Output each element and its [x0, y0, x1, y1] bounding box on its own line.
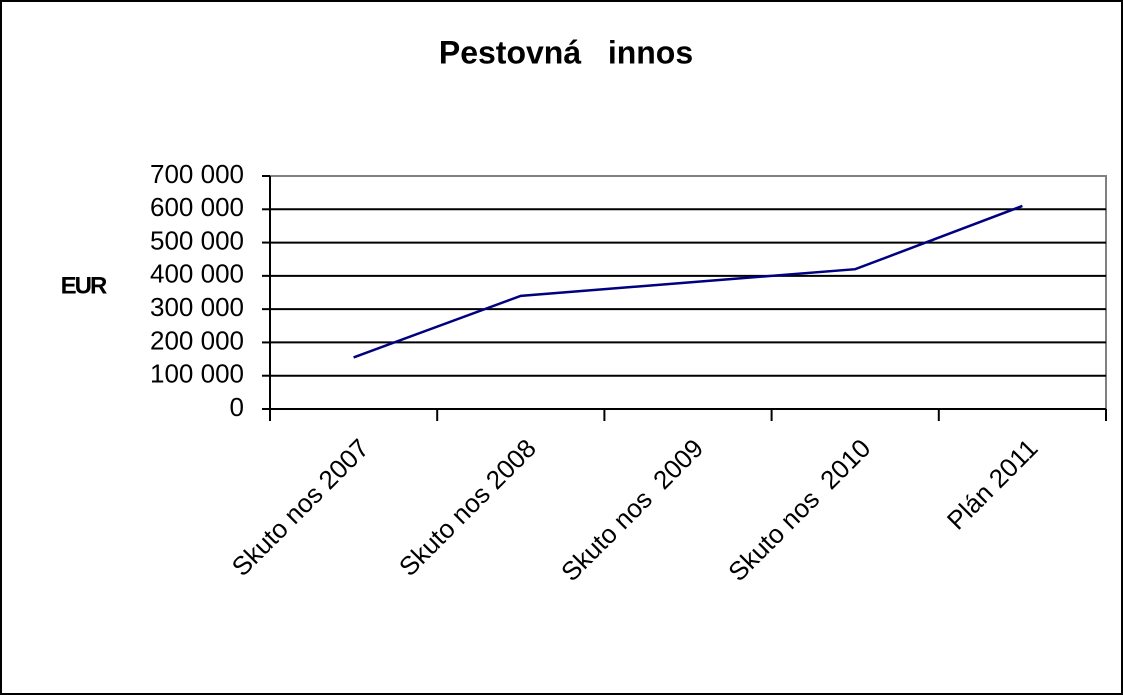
- y-tick-label: 700 000: [150, 159, 244, 189]
- y-tick-label: 500 000: [150, 225, 244, 255]
- y-axis-label: EUR: [61, 272, 107, 299]
- y-tick-label: 400 000: [150, 259, 244, 289]
- data-line: [353, 204, 1023, 359]
- y-tick-label: 200 000: [150, 325, 244, 355]
- y-tick-label: 0: [230, 392, 244, 422]
- y-tick-label: 100 000: [150, 359, 244, 389]
- chart-title: Pestovná innos: [439, 34, 693, 70]
- y-tick-label: 600 000: [150, 192, 244, 222]
- y-tick-label: 300 000: [150, 292, 244, 322]
